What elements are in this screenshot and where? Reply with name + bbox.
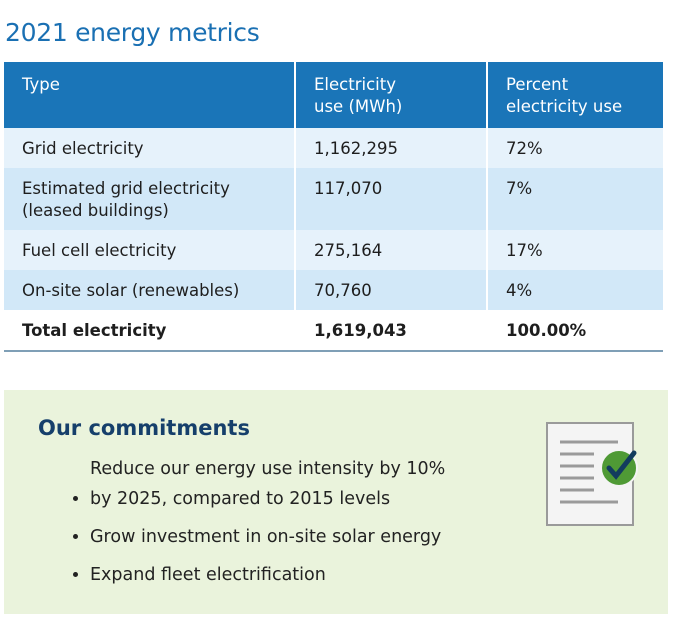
table-cell: 275,164 [294, 230, 487, 270]
commitment-text: Reduce our energy use intensity by 10% b… [90, 459, 446, 509]
cell-text: 7% [506, 179, 533, 198]
cell-text: Estimated grid electricity (leased build… [22, 179, 230, 220]
cell-text: 17% [506, 241, 543, 260]
table-cell: Total electricity [4, 310, 295, 352]
commitment-text: Expand fleet electrification [90, 565, 326, 585]
table-cell: 117,070 [294, 168, 487, 230]
cell-text: On-site solar (renewables) [22, 281, 240, 300]
table-row: Total electricity 1,619,043 100.00% [4, 310, 663, 352]
table-cell: Fuel cell electricity [4, 230, 295, 270]
header-cell: Electricity use (MWh) [294, 62, 487, 128]
commitments-box: Our commitments Reduce our energy use in… [4, 390, 668, 614]
cell-text: 1,162,295 [314, 139, 398, 158]
commitment-item: Reduce our energy use intensity by 10% b… [90, 454, 490, 514]
cell-text: Fuel cell electricity [22, 241, 177, 260]
cell-text: 100.00% [506, 321, 587, 340]
table-row: Grid electricity 1,162,295 72% [4, 128, 663, 168]
metrics-table: Type Electricity use (MWh) Percent elect… [4, 62, 663, 352]
commitment-item: Grow investment in on-site solar energy [90, 522, 490, 552]
cell-text: 72% [506, 139, 543, 158]
table-cell: Estimated grid electricity (leased build… [4, 168, 295, 230]
table-cell: Grid electricity [4, 128, 295, 168]
cell-text: 4% [506, 281, 533, 300]
cell-text: 117,070 [314, 179, 383, 198]
page-title: 2021 energy metrics [5, 18, 260, 47]
table-cell: On-site solar (renewables) [4, 270, 295, 310]
table-cell: 7% [486, 168, 663, 230]
table-cell: 100.00% [486, 310, 663, 352]
table-cell: 17% [486, 230, 663, 270]
commitments-list: Reduce our energy use intensity by 10% b… [64, 454, 490, 598]
header-cell: Percent electricity use [486, 62, 663, 128]
table-row: On-site solar (renewables) 70,760 4% [4, 270, 663, 310]
table-cell: 4% [486, 270, 663, 310]
cell-text: Total electricity [22, 321, 167, 340]
table-cell: 70,760 [294, 270, 487, 310]
commitments-title: Our commitments [38, 416, 250, 440]
cell-text: 1,619,043 [314, 321, 407, 340]
header-row: Type Electricity use (MWh) Percent elect… [4, 62, 663, 128]
commitment-text: Grow investment in on-site solar energy [90, 527, 442, 547]
cell-text: 275,164 [314, 241, 383, 260]
cell-text: 70,760 [314, 281, 372, 300]
header-text: Percent electricity use [506, 75, 623, 116]
table-row: Estimated grid electricity (leased build… [4, 168, 663, 230]
table-cell: 1,619,043 [294, 310, 487, 352]
cell-text: Grid electricity [22, 139, 144, 158]
table-row: Fuel cell electricity 275,164 17% [4, 230, 663, 270]
commitment-item: Expand fleet electrification [90, 560, 490, 590]
header-cell: Type [4, 62, 295, 128]
table-cell: 72% [486, 128, 663, 168]
table-cell: 1,162,295 [294, 128, 487, 168]
checklist-icon [546, 422, 638, 526]
header-text: Electricity use (MWh) [314, 75, 403, 116]
